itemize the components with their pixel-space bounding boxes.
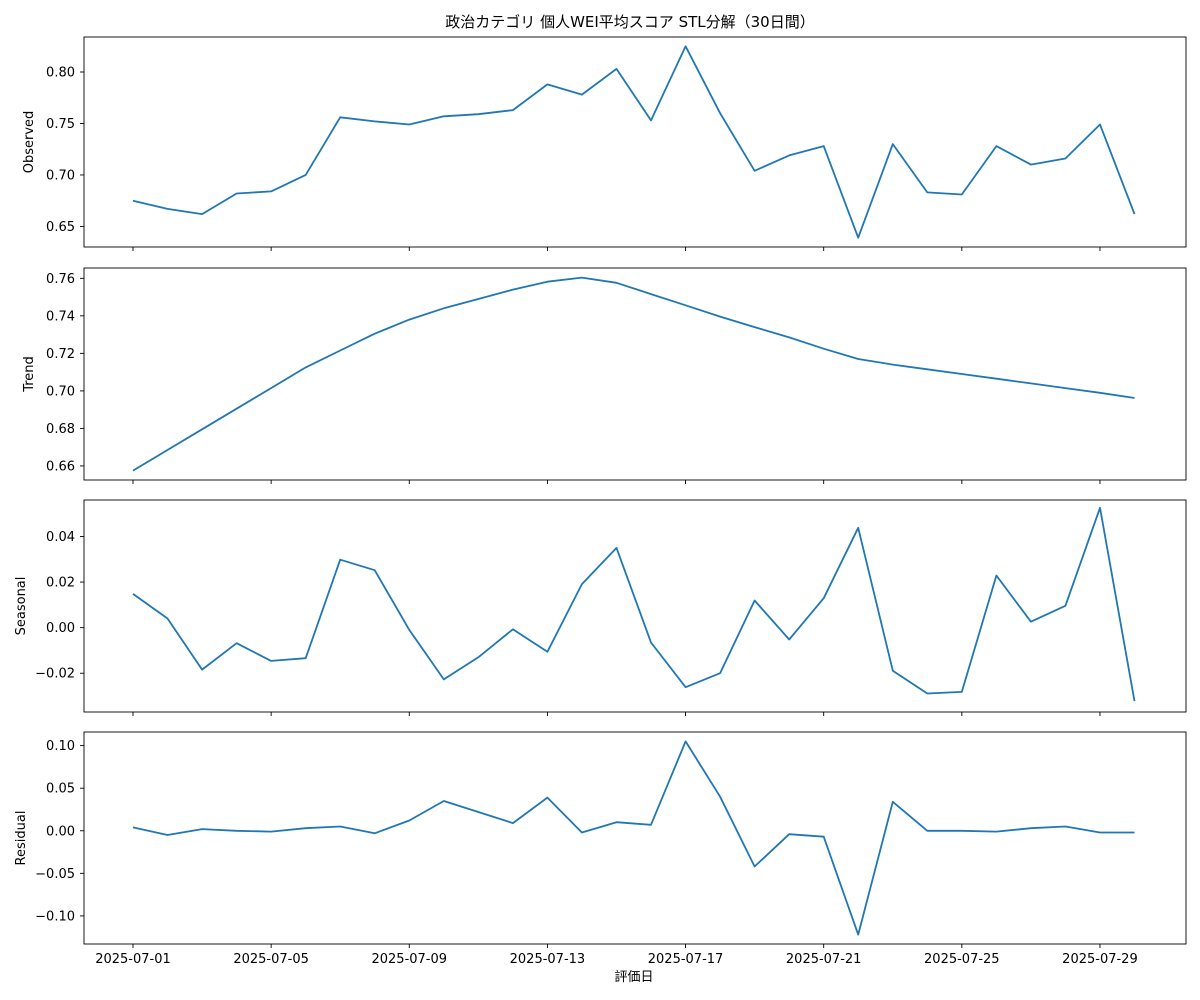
y-axis-label-seasonal: Seasonal xyxy=(14,577,29,636)
y-tick-label: −0.10 xyxy=(35,909,75,924)
y-tick-label: 0.04 xyxy=(46,530,75,545)
panel-frame xyxy=(83,499,1187,713)
y-tick-label: 0.74 xyxy=(46,309,75,324)
panel-frame xyxy=(83,36,1187,248)
y-tick-label: 0.65 xyxy=(46,220,75,235)
y-tick-label: 0.02 xyxy=(46,576,75,591)
y-axis-label-observed: Observed xyxy=(22,111,37,174)
y-axis-label-residual: Residual xyxy=(14,811,29,866)
x-tick-label: 2025-07-29 xyxy=(1062,952,1138,967)
y-tick-label: 0.76 xyxy=(46,272,75,287)
y-tick-label: 0.80 xyxy=(46,66,75,81)
x-tick-label: 2025-07-01 xyxy=(95,952,171,967)
panels-group: 0.65 0.70 0.75 0.80 Observed 0.66 0.68 0.70 0.72… xyxy=(14,36,1187,967)
y-tick-label: 0.70 xyxy=(46,384,75,399)
y-tick-label: 0.00 xyxy=(46,824,75,839)
panel-frame xyxy=(83,731,1187,945)
x-tick-label: 2025-07-13 xyxy=(510,952,586,967)
y-axis-label-trend: Trend xyxy=(22,356,37,393)
panel-seasonal: −0.02 0.00 0.02 0.04 Seasonal xyxy=(14,499,1187,716)
panel-frame xyxy=(83,267,1187,481)
y-tick-label: −0.02 xyxy=(35,667,75,682)
y-tick-label: 0.75 xyxy=(46,117,75,132)
x-tick-label: 2025-07-09 xyxy=(371,952,447,967)
y-tick-label: 0.68 xyxy=(46,422,75,437)
y-tick-label: 0.10 xyxy=(46,739,75,754)
x-tick-label: 2025-07-21 xyxy=(786,952,862,967)
x-tick-label: 2025-07-17 xyxy=(648,952,724,967)
x-axis-label: 評価日 xyxy=(614,970,653,985)
panel-observed: 0.65 0.70 0.75 0.80 Observed xyxy=(22,36,1187,251)
chart-title: 政治カテゴリ 個人WEI平均スコア STL分解（30日間） xyxy=(445,13,814,31)
series-line-seasonal xyxy=(132,506,1136,702)
panel-residual: −0.10 −0.05 0.00 0.05 0.10 2025-07-01 2025-07-… xyxy=(14,731,1187,967)
y-tick-label: −0.05 xyxy=(35,867,75,882)
y-tick-label: 0.00 xyxy=(46,621,75,636)
series-line-residual xyxy=(132,740,1135,936)
series-line-observed xyxy=(132,45,1136,239)
x-tick-label: 2025-07-05 xyxy=(233,952,309,967)
y-tick-label: 0.70 xyxy=(46,168,75,183)
x-tick-label: 2025-07-25 xyxy=(924,952,1000,967)
y-tick-label: 0.05 xyxy=(46,782,75,797)
panel-trend: 0.66 0.68 0.70 0.72 0.74 0.76 Trend xyxy=(22,267,1187,484)
y-tick-label: 0.72 xyxy=(46,347,75,362)
series-line-trend xyxy=(132,276,1135,472)
y-tick-label: 0.66 xyxy=(46,459,75,474)
